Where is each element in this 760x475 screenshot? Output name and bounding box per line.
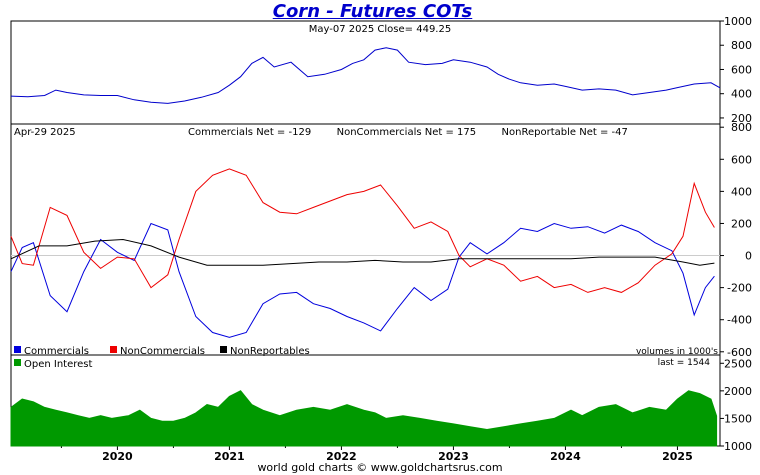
ytick-label-cot: 200 — [731, 217, 752, 230]
panel-frame-price — [10, 20, 721, 125]
legend-label-noncommercials: NonCommercials — [120, 346, 205, 357]
ytick-label-oi: 2500 — [724, 357, 752, 370]
ytick-label-price: 1000 — [724, 15, 752, 28]
ytick-label-price: 600 — [731, 63, 752, 76]
open-interest-area — [10, 390, 718, 447]
xtick-label: 2023 — [438, 450, 469, 463]
xtick-label: 2024 — [550, 450, 581, 463]
ytick-label-oi: 1500 — [724, 412, 752, 425]
xtick-label: 2021 — [214, 450, 245, 463]
price-header: May-07 2025 Close= 449.25 — [309, 24, 451, 35]
price-line — [10, 47, 721, 104]
open-interest-last: last = 1544 — [658, 358, 711, 368]
ytick-label-cot: 800 — [731, 121, 752, 134]
xtick-label: 2025 — [662, 450, 693, 463]
legend-swatch-nonreportables — [220, 346, 227, 353]
ytick-label-oi: 2000 — [724, 385, 752, 398]
commercials-line — [10, 222, 715, 338]
units-note: volumes in 1000's — [636, 347, 718, 357]
legend-swatch-commercials — [14, 346, 21, 353]
ytick-label-cot: -200 — [727, 282, 752, 295]
ytick-label-price: 800 — [731, 39, 752, 52]
legend-label-commercials: Commercials — [24, 346, 89, 357]
ytick-label-cot: 400 — [731, 185, 752, 198]
legend-label-open-interest: Open Interest — [24, 359, 93, 370]
cot-header-date: Apr-29 2025 — [14, 127, 76, 138]
cot-header-values: Commercials Net = -129 NonCommercials Ne… — [188, 127, 628, 138]
ytick-label-cot: 600 — [731, 153, 752, 166]
legend-swatch-open-interest — [14, 359, 21, 366]
xtick-label: 2022 — [326, 450, 357, 463]
noncommercials-line — [10, 168, 715, 293]
chart-title: Corn - Futures COTs — [272, 1, 473, 22]
ytick-label-oi: 1000 — [724, 440, 752, 453]
ytick-label-cot: -400 — [727, 314, 752, 327]
ytick-label-price: 400 — [731, 88, 752, 101]
ytick-label-price: 200 — [731, 112, 752, 125]
nonreportables-line — [10, 238, 715, 266]
legend-swatch-noncommercials — [110, 346, 117, 353]
chart-footer: world gold charts © www.goldchartsrus.co… — [257, 461, 503, 474]
ytick-label-cot: -600 — [727, 346, 752, 359]
xtick-label: 2020 — [102, 450, 133, 463]
legend-label-nonreportables: NonReportables — [230, 346, 310, 357]
ytick-label-cot: 0 — [745, 250, 752, 263]
